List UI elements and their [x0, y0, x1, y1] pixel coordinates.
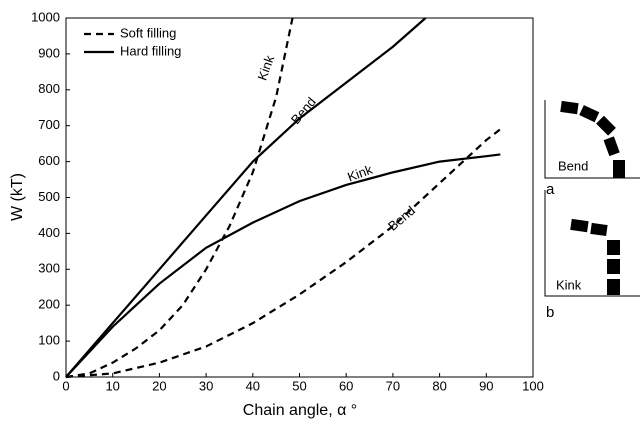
- curve: [65, 153, 501, 378]
- x-axis-title: Chain angle, α °: [243, 402, 357, 419]
- block: [579, 105, 600, 123]
- block: [596, 115, 616, 136]
- inset-frame: [544, 100, 640, 179]
- inset-label: a: [546, 181, 555, 198]
- block: [570, 218, 589, 233]
- y-tick-label: 100: [38, 333, 60, 348]
- block: [603, 136, 620, 157]
- inset-label: b: [546, 304, 554, 321]
- x-tick-label: 60: [339, 378, 353, 393]
- annotation: Bend: [288, 94, 319, 127]
- y-axis-title: W (kT): [9, 173, 26, 221]
- curve: [65, 17, 294, 379]
- block: [607, 279, 620, 295]
- block: [607, 240, 620, 255]
- block: [560, 100, 579, 115]
- annotation: Kink: [254, 53, 277, 82]
- y-tick-label: 700: [38, 117, 60, 132]
- legend-label: Soft filling: [120, 25, 176, 40]
- annotation: Bend: [385, 203, 418, 234]
- x-tick-label: 70: [386, 378, 400, 393]
- inset-a: Bend a: [544, 100, 640, 198]
- y-tick-label: 300: [38, 261, 60, 276]
- y-tick-label: 800: [38, 81, 60, 96]
- curve: [65, 128, 501, 379]
- x-tick-label: 50: [292, 378, 306, 393]
- y-tick-label: 900: [38, 45, 60, 60]
- y-tick-label: 0: [53, 368, 60, 383]
- y-tick-label: 400: [38, 225, 60, 240]
- curve: [65, 17, 427, 378]
- x-tick-label: 90: [479, 378, 493, 393]
- inset-caption: Kink: [556, 277, 582, 292]
- x-tick-label: 0: [62, 378, 69, 393]
- x-tick-label: 30: [199, 378, 213, 393]
- inset-b: Kink b: [544, 190, 640, 321]
- x-tick-label: 80: [432, 378, 446, 393]
- legend-label: Hard filling: [120, 43, 181, 58]
- x-tick-label: 20: [152, 378, 166, 393]
- x-tick-label: 100: [522, 378, 544, 393]
- y-tick-label: 1000: [31, 9, 60, 24]
- inset-caption: Bend: [558, 158, 588, 173]
- block: [590, 222, 608, 237]
- y-tick-label: 500: [38, 189, 60, 204]
- plot-frame: [65, 17, 534, 378]
- block: [607, 259, 620, 274]
- x-tick-label: 40: [246, 378, 260, 393]
- inset-frame: [544, 190, 640, 297]
- y-tick-label: 200: [38, 297, 60, 312]
- x-tick-label: 10: [105, 378, 119, 393]
- y-tick-label: 600: [38, 153, 60, 168]
- block: [613, 160, 625, 178]
